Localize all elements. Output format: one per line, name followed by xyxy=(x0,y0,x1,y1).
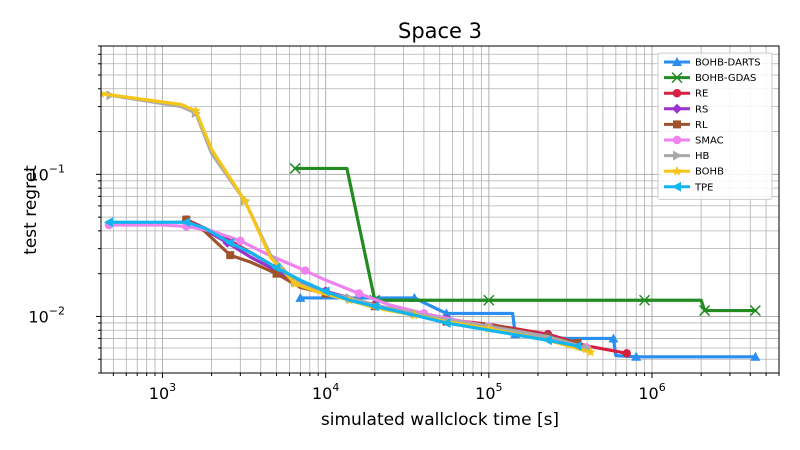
data-point-marker xyxy=(572,340,582,351)
legend: BOHB-DARTS BOHB-GDAS RE RS RL SMAC HB BOHB TPE xyxy=(657,52,773,200)
legend-label: RS xyxy=(695,104,708,115)
x-tick-label: 106 xyxy=(638,381,665,403)
legend-entry: SMAC xyxy=(664,136,724,147)
series-bohb-gdas xyxy=(289,162,761,317)
legend-label: RE xyxy=(695,89,708,100)
data-point-marker xyxy=(673,120,681,129)
marker-stroke xyxy=(289,162,301,174)
data-point-marker xyxy=(672,135,682,145)
legend-entry: BOHB xyxy=(664,165,724,178)
data-point-marker xyxy=(671,165,683,176)
data-point-marker xyxy=(631,351,642,361)
data-point-marker xyxy=(103,217,113,228)
data-point-marker xyxy=(672,57,682,66)
data-point-marker xyxy=(320,286,330,297)
y-tick-label: 10−2 xyxy=(28,304,65,326)
data-point-marker xyxy=(608,333,619,343)
x-tick-label: 103 xyxy=(149,381,176,403)
legend-label: BOHB-GDAS xyxy=(695,73,756,84)
data-point-marker xyxy=(542,335,552,346)
data-point-marker xyxy=(301,266,310,275)
data-point-marker xyxy=(181,217,191,228)
data-point-marker xyxy=(671,72,683,84)
legend-entry: RL xyxy=(664,120,708,131)
x-tick-label: 104 xyxy=(312,381,339,403)
marker-stroke xyxy=(749,305,761,317)
data-point-marker xyxy=(225,237,235,248)
x-axis-label: simulated wallclock time [s] xyxy=(321,410,559,430)
legend-label: BOHB xyxy=(695,167,724,178)
marker-stroke xyxy=(699,305,711,317)
data-point-marker xyxy=(483,323,495,334)
marker-stroke xyxy=(671,72,683,84)
series-line xyxy=(107,220,580,348)
legend-label: TPE xyxy=(694,182,713,193)
y-axis-label: test regret xyxy=(21,165,41,255)
data-point-marker xyxy=(673,150,682,161)
marker-stroke xyxy=(639,294,651,306)
data-point-marker xyxy=(101,88,107,99)
series-line xyxy=(293,166,757,313)
data-point-marker xyxy=(639,294,651,306)
data-point-marker xyxy=(573,339,582,348)
data-point-marker xyxy=(672,103,682,114)
data-point-marker xyxy=(295,292,306,302)
data-point-marker xyxy=(289,162,301,174)
data-point-marker xyxy=(190,105,202,116)
data-point-marker xyxy=(441,308,452,318)
legend-label: HB xyxy=(695,151,710,162)
data-point-marker xyxy=(239,195,251,206)
data-point-marker xyxy=(622,349,631,358)
data-point-marker xyxy=(672,88,682,98)
data-point-marker xyxy=(226,251,235,260)
x-tick-label: 105 xyxy=(475,381,502,403)
legend-label: RL xyxy=(695,120,708,131)
series-layer xyxy=(101,88,761,361)
series-tpe xyxy=(103,217,582,351)
data-point-marker xyxy=(441,317,451,328)
data-point-marker xyxy=(369,301,379,312)
chart-title: Space 3 xyxy=(398,19,482,43)
data-point-marker xyxy=(483,294,495,306)
data-point-marker xyxy=(271,262,281,273)
legend-label: BOHB-DARTS xyxy=(695,58,761,69)
legend-entry: HB xyxy=(664,150,710,162)
y-tick-label: 10−1 xyxy=(28,162,65,184)
data-point-marker xyxy=(354,289,364,298)
legend-entry: TPE xyxy=(664,181,713,193)
data-point-marker xyxy=(749,305,761,317)
legend-entry: BOHB-GDAS xyxy=(664,72,756,84)
data-point-marker xyxy=(236,236,245,246)
legend-entry: RS xyxy=(664,103,708,115)
legend-entry: RE xyxy=(664,89,708,100)
data-point-marker xyxy=(585,346,596,357)
marker-stroke xyxy=(483,294,495,306)
legend-label: SMAC xyxy=(695,136,724,147)
data-point-marker xyxy=(750,351,761,361)
data-point-marker xyxy=(699,305,711,317)
axis-ticks: 103 104 105 106 10−2 10−1 xyxy=(28,45,780,403)
data-point-marker xyxy=(289,278,301,289)
legend-entry: BOHB-DARTS xyxy=(664,57,761,69)
data-point-marker xyxy=(672,181,681,192)
data-point-marker xyxy=(272,269,281,278)
legend-box xyxy=(657,52,773,200)
